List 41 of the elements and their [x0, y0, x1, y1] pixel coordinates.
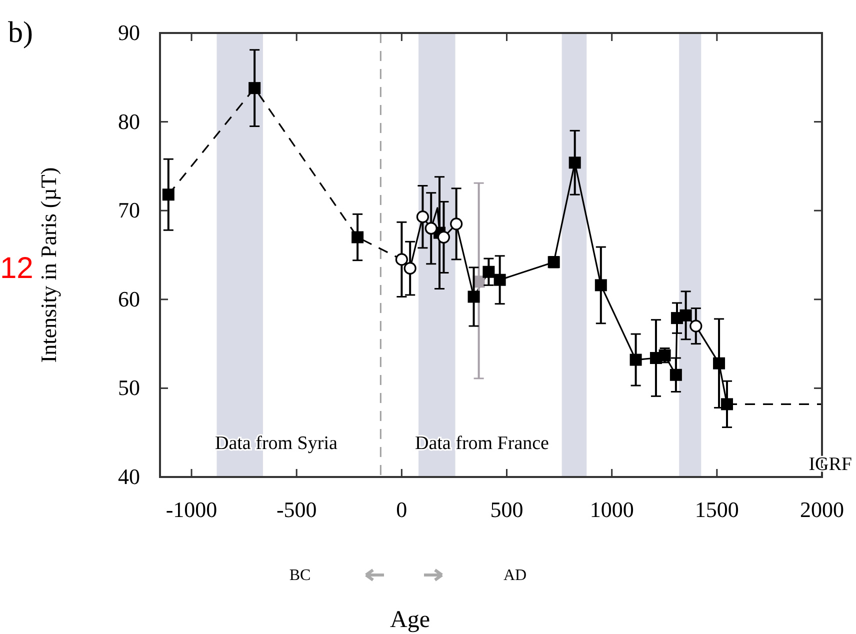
point	[494, 274, 506, 286]
text: AD	[503, 567, 527, 584]
x-tick-label: -500	[276, 497, 317, 522]
x-tick-label: 2000	[800, 497, 844, 522]
point	[680, 309, 692, 322]
point	[416, 210, 429, 224]
point	[594, 279, 607, 292]
point	[568, 156, 581, 169]
point	[721, 398, 734, 410]
y-axis-title: Intensity in Paris (µT)	[36, 167, 61, 363]
x-tick-label: 0	[396, 497, 408, 522]
point	[482, 266, 495, 278]
x-tick-label: 500	[490, 497, 524, 522]
point	[404, 262, 416, 275]
annotation: Data from Syria	[215, 433, 338, 454]
x-tick-label: 1000	[590, 497, 634, 522]
point	[630, 354, 642, 366]
point	[437, 230, 450, 244]
y-tick-label: 40	[118, 464, 140, 489]
y-tick-label: 50	[118, 375, 140, 400]
x-tick-label: 1500	[694, 497, 739, 522]
y-tick-label: 60	[118, 286, 140, 312]
text: b)	[8, 16, 33, 49]
point	[424, 222, 438, 235]
x-tick-label: -1000	[166, 497, 218, 522]
point	[670, 368, 682, 381]
point	[162, 188, 174, 201]
text: 12	[0, 252, 34, 285]
point	[690, 320, 702, 332]
point	[450, 218, 463, 230]
y-tick-label: 80	[118, 108, 140, 134]
point	[352, 231, 364, 244]
point	[713, 357, 726, 370]
x-axis-title: Age	[390, 607, 430, 633]
text: BC	[289, 567, 311, 584]
point	[395, 253, 408, 266]
y-tick-label: 90	[118, 20, 140, 45]
point	[248, 82, 261, 94]
point	[468, 290, 480, 303]
y-tick-label: 70	[118, 198, 140, 223]
annotation: Data from France	[415, 433, 549, 454]
